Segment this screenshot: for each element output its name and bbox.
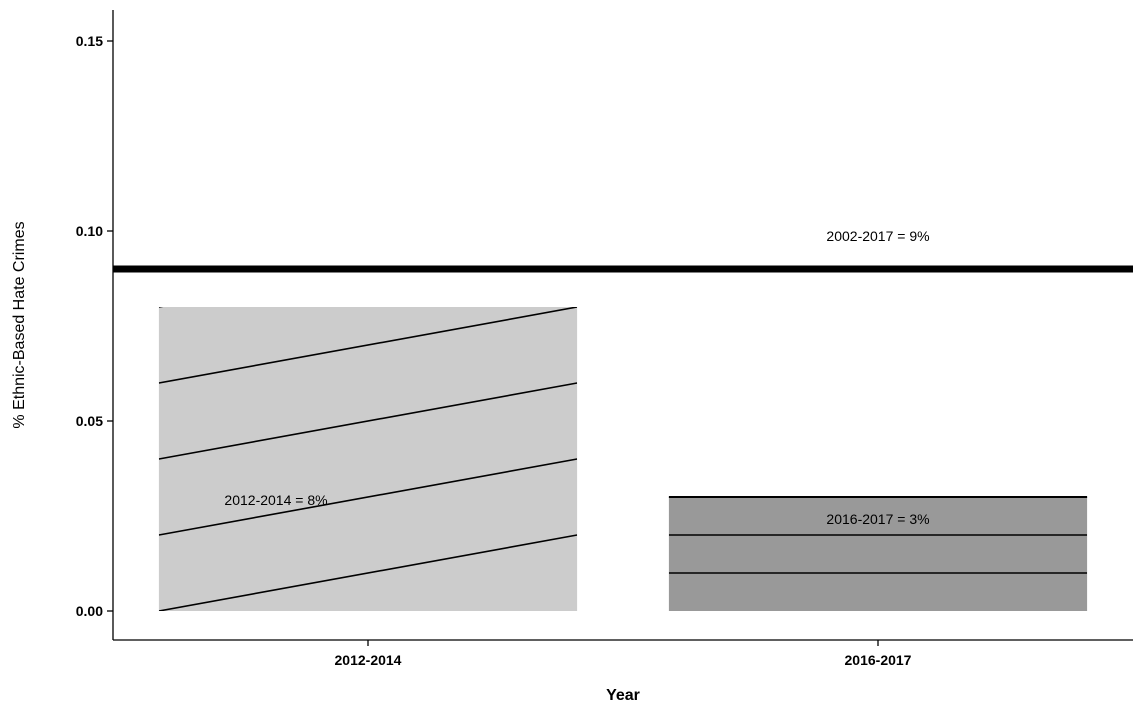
reference-line-label: 2002-2017 = 9% — [826, 228, 929, 244]
annotation-layer: 2012-2014 = 8% 2016-2017 = 3% — [224, 492, 929, 527]
y-axis-ticks: 0.00 0.05 0.10 0.15 — [76, 33, 113, 619]
bar-pattern-2016-2017 — [668, 497, 1088, 574]
y-axis-title: % Ethnic-Based Hate Crimes — [11, 221, 28, 428]
bar-stripe — [158, 458, 578, 536]
x-tick-label: 2012-2014 — [335, 652, 402, 668]
y-tick-label: 0.15 — [76, 33, 103, 49]
bar-pattern-2012-2014 — [158, 307, 578, 611]
x-axis-title: Year — [606, 687, 640, 704]
bar-2016-2017 — [668, 497, 1088, 611]
bar-stripe — [158, 382, 578, 460]
x-axis-ticks: 2012-2014 2016-2017 — [335, 640, 912, 668]
y-tick-label: 0.10 — [76, 223, 103, 239]
annotation-2016-2017: 2016-2017 = 3% — [826, 511, 929, 527]
reference-layer: 2002-2017 = 9% — [113, 228, 1133, 273]
bar-stripe — [158, 534, 578, 611]
y-tick-label: 0.05 — [76, 413, 103, 429]
bar-2012-2014 — [158, 307, 578, 611]
x-tick-label: 2016-2017 — [845, 652, 912, 668]
y-tick-label: 0.00 — [76, 603, 103, 619]
annotation-2012-2014: 2012-2014 = 8% — [224, 492, 327, 508]
bars-layer — [158, 307, 1088, 611]
bar-stripe — [158, 307, 578, 384]
